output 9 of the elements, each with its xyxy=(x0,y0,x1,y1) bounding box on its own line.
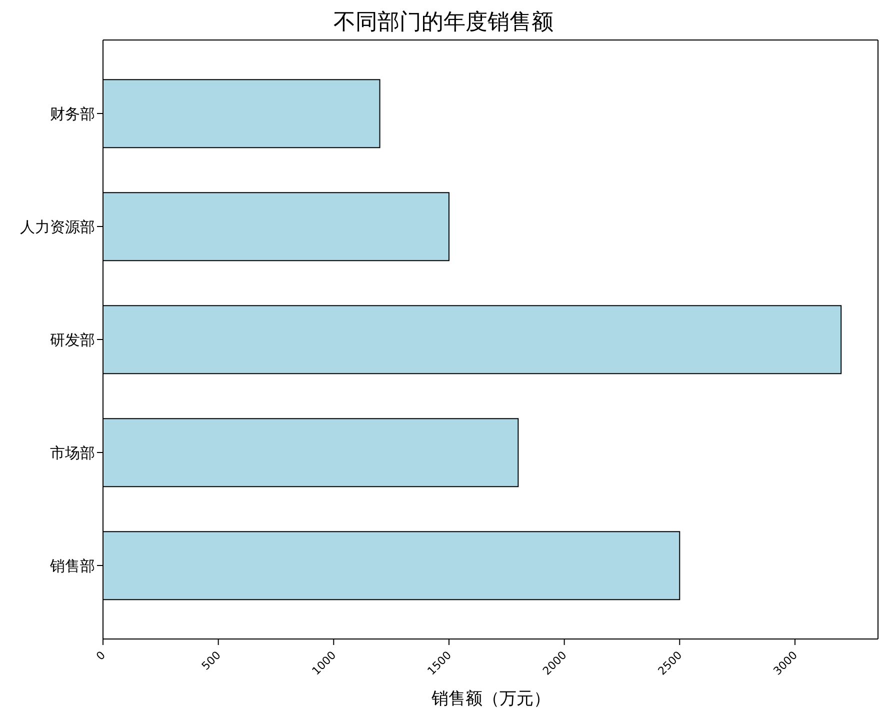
x-tick-label: 500 xyxy=(199,648,224,673)
y-tick-label: 人力资源部 xyxy=(20,218,95,236)
x-tick-label: 0 xyxy=(94,648,108,663)
x-axis-title: 销售额（万元） xyxy=(430,688,552,710)
y-tick-label: 销售部 xyxy=(49,556,95,575)
chart-title: 不同部门的年度销售额 xyxy=(332,9,554,37)
y-tick-label: 市场部 xyxy=(50,444,95,462)
y-tick-label: 研发部 xyxy=(50,330,95,349)
y-tick-label: 财务部 xyxy=(50,104,95,123)
